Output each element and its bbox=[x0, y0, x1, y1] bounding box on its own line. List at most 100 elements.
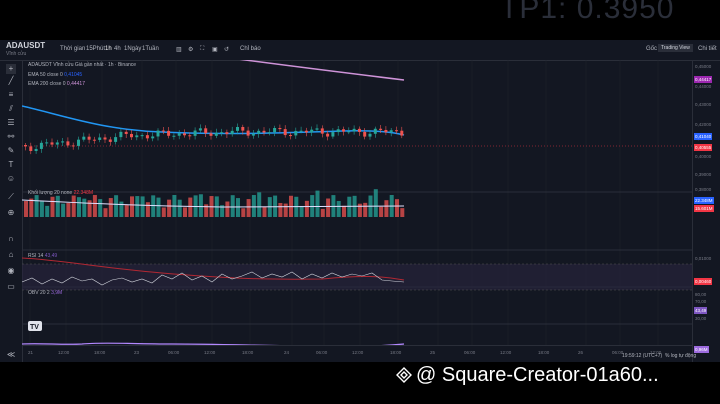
volume-bar bbox=[204, 204, 209, 217]
volume-bar bbox=[251, 195, 256, 217]
clock[interactable]: 19:59:12 (UTC+7) % log tự động bbox=[622, 353, 697, 359]
ema200-line bbox=[239, 60, 405, 81]
tab-trading-view[interactable]: Trading View bbox=[658, 44, 693, 52]
candle bbox=[92, 139, 96, 141]
volume-bar bbox=[257, 192, 262, 217]
interval-label[interactable]: Thời gian bbox=[60, 46, 86, 52]
volume-bar bbox=[71, 195, 76, 217]
candle bbox=[34, 148, 38, 152]
interval-1h[interactable]: 1h bbox=[105, 46, 112, 52]
interval-15m[interactable]: 15Phút bbox=[86, 46, 106, 52]
volume-legend[interactable]: Khối lượng 20 none 22.348M bbox=[28, 190, 94, 196]
candle bbox=[114, 137, 118, 142]
candle bbox=[251, 133, 255, 136]
volume-bar bbox=[246, 199, 251, 217]
time-axis[interactable]: 21 12:00 18:00 23 06:00 12:00 18:00 24 0… bbox=[22, 345, 692, 363]
volume-bar bbox=[82, 198, 87, 217]
tv-logo bbox=[28, 321, 42, 331]
volume-bar bbox=[39, 200, 44, 217]
volume-bar bbox=[140, 196, 145, 217]
candle bbox=[77, 139, 80, 146]
fib-icon[interactable]: ☰ bbox=[7, 118, 15, 127]
volume-bar bbox=[130, 196, 134, 217]
candle bbox=[214, 132, 218, 136]
time-tick: 18:00 bbox=[94, 350, 106, 355]
interval-1d[interactable]: 1Ngày bbox=[124, 46, 142, 52]
candle bbox=[326, 133, 330, 137]
indicator-tick: 0,01000 bbox=[695, 256, 712, 261]
candle bbox=[373, 128, 377, 134]
ema50-line bbox=[22, 105, 405, 136]
magnet-icon[interactable]: ∩ bbox=[8, 234, 14, 243]
smile-icon[interactable]: ☺ bbox=[6, 174, 16, 183]
zoom-icon[interactable]: ⊕ bbox=[7, 208, 15, 217]
tab-details[interactable]: Chi tiết bbox=[698, 46, 717, 52]
time-tick: 25 bbox=[430, 350, 436, 355]
candle bbox=[299, 130, 303, 132]
candle bbox=[336, 129, 340, 133]
volume-bar bbox=[177, 199, 182, 217]
ruler-icon[interactable]: ⟋ bbox=[8, 192, 14, 201]
price-tick: 0,42000 bbox=[695, 122, 712, 127]
candle bbox=[320, 128, 324, 134]
settings-icon[interactable]: ⚙ bbox=[188, 47, 194, 53]
chart-type-icon[interactable]: ▥ bbox=[176, 47, 182, 53]
candle bbox=[29, 146, 33, 152]
ema200-legend[interactable]: EMA 200 close 0 0,44417 bbox=[28, 81, 85, 87]
candle bbox=[204, 128, 208, 134]
camera-icon[interactable]: ▣ bbox=[212, 47, 218, 53]
candle bbox=[368, 133, 372, 137]
interval-4h[interactable]: 4h bbox=[114, 46, 121, 52]
volume-bar bbox=[198, 194, 203, 217]
pattern-icon[interactable]: ⚯ bbox=[7, 132, 15, 141]
candle bbox=[273, 127, 277, 133]
top-toolbar: ADAUSDT Vĩnh cửu Thời gian 15Phút 1h 4h … bbox=[0, 40, 720, 61]
collapse-icon[interactable]: ≪ bbox=[6, 350, 16, 359]
text-icon[interactable]: T bbox=[8, 160, 14, 169]
price-tick: 0,44000 bbox=[695, 84, 712, 89]
eye-icon[interactable]: ◉ bbox=[7, 266, 15, 275]
candle bbox=[50, 142, 54, 145]
crosshair-icon[interactable]: + bbox=[6, 64, 16, 74]
trading-app: ADAUSDT Vĩnh cửu Thời gian 15Phút 1h 4h … bbox=[0, 40, 720, 362]
trendline-icon[interactable]: ╱ bbox=[8, 76, 14, 85]
volume-bar bbox=[278, 202, 283, 217]
volume-bar bbox=[145, 202, 150, 217]
volume-bar bbox=[283, 203, 288, 217]
price-tick: 0,45000 bbox=[695, 64, 712, 69]
chart-canvas[interactable]: TV bbox=[22, 60, 692, 345]
main-legend[interactable]: ADAUSDT Vĩnh cửu Giá gần nhất · 1h · Bin… bbox=[28, 62, 137, 68]
ema50-legend[interactable]: EMA 50 close 0 0,41045 bbox=[28, 72, 83, 78]
candle bbox=[71, 145, 75, 147]
candle bbox=[400, 130, 404, 136]
volume-ma-line bbox=[22, 199, 405, 208]
symbol-title[interactable]: ADAUSDT bbox=[6, 41, 46, 50]
volume-bar bbox=[342, 205, 346, 217]
channel-icon[interactable]: ⫽ bbox=[9, 104, 13, 113]
candle bbox=[209, 133, 213, 136]
volume-bar bbox=[320, 208, 325, 217]
candle bbox=[24, 145, 27, 147]
rsi-legend[interactable]: RSI 14 43,49 bbox=[28, 253, 58, 259]
time-tick: 06:00 bbox=[464, 350, 476, 355]
watermark: @ Square-Creator-01a60... bbox=[396, 364, 659, 387]
indicators-button[interactable]: Chỉ báo bbox=[240, 46, 261, 52]
price-axis[interactable]: 0,45000 0,44000 0,43000 0,42000 0,41000 … bbox=[692, 60, 720, 362]
time-tick: 21 bbox=[28, 350, 34, 355]
obv-legend[interactable]: OBV 20 2 3,9M bbox=[28, 290, 63, 296]
brush-icon[interactable]: ✎ bbox=[7, 146, 15, 155]
volume-bar bbox=[66, 202, 71, 217]
tv-logo-text: TV bbox=[30, 324, 39, 331]
candle bbox=[230, 130, 234, 135]
trash-icon[interactable]: ▭ bbox=[7, 282, 15, 291]
interval-1w[interactable]: 1Tuần bbox=[142, 46, 159, 52]
scale-options[interactable]: % log tự động bbox=[664, 353, 697, 359]
horizontal-line-icon[interactable]: ≡ bbox=[8, 90, 14, 99]
candle bbox=[145, 135, 149, 139]
tab-original[interactable]: Gốc bbox=[646, 46, 658, 52]
fullscreen-icon[interactable]: ⛶ bbox=[200, 46, 205, 52]
lock-icon[interactable]: ⌂ bbox=[8, 250, 14, 259]
candle bbox=[151, 136, 155, 139]
undo-icon[interactable]: ↺ bbox=[224, 47, 230, 53]
candle bbox=[124, 131, 128, 134]
